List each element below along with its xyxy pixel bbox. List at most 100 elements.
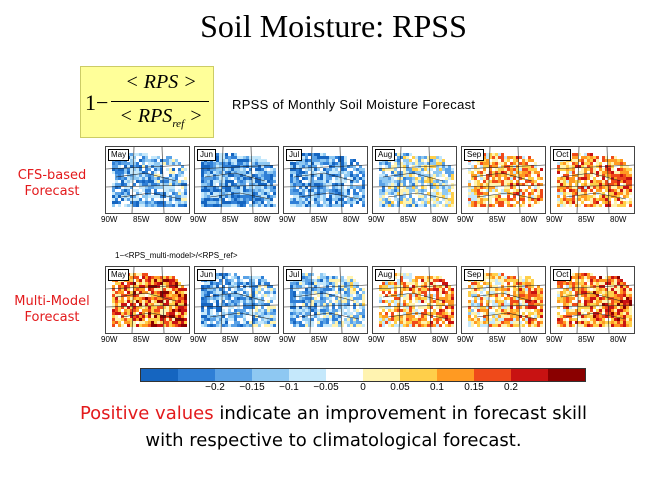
colorbar-swatch — [252, 369, 289, 381]
map-panel: Sep — [461, 146, 546, 214]
longitude-label: 80W — [165, 335, 182, 344]
rpss-formula: 1− < RPS > < RPSref > — [80, 66, 214, 138]
colorbar-swatch — [548, 369, 585, 381]
map-svg — [195, 267, 278, 333]
colorbar-tick-label: −0.05 — [313, 382, 339, 393]
colorbar-swatch — [178, 369, 215, 381]
colorbar-tick-label: 0 — [360, 382, 366, 393]
month-label: May — [108, 149, 130, 161]
map-panel: Jun — [194, 146, 279, 214]
month-label: Oct — [553, 269, 572, 281]
longitude-label: 80W — [343, 335, 360, 344]
longitude-label: 80W — [254, 335, 271, 344]
footer-line2: with respective to climatological foreca… — [145, 430, 522, 451]
map-panel: Jun — [194, 266, 279, 334]
longitude-label: 90W — [101, 215, 118, 224]
longitude-label: 85W — [578, 335, 595, 344]
colorbar-tick-label: −0.15 — [239, 382, 265, 393]
colorbar-tick-label: 0.2 — [504, 382, 518, 393]
month-label: Jun — [197, 149, 216, 161]
map-panel: Jul — [283, 146, 368, 214]
figure-subtitle: RPSS of Monthly Soil Moisture Forecast — [232, 97, 476, 112]
longitude-label: 85W — [133, 335, 150, 344]
longitude-label: 90W — [101, 335, 118, 344]
map-svg — [373, 147, 456, 213]
longitude-label: 85W — [400, 335, 417, 344]
longitude-label: 80W — [610, 335, 627, 344]
longitude-label: 80W — [432, 335, 449, 344]
footer-note: Positive values indicate an improvement … — [0, 400, 667, 454]
colorbar — [140, 368, 586, 382]
month-label: Sep — [464, 149, 485, 161]
footer-highlight: Positive values — [79, 403, 214, 424]
longitude-label: 80W — [610, 215, 627, 224]
longitude-label: 85W — [311, 215, 328, 224]
longitude-label: 85W — [578, 215, 595, 224]
longitude-label: 80W — [521, 335, 538, 344]
colorbar-swatch — [437, 369, 474, 381]
map-panel: Sep — [461, 266, 546, 334]
longitude-label: 90W — [368, 215, 385, 224]
longitude-label: 85W — [311, 335, 328, 344]
colorbar-swatch — [400, 369, 437, 381]
month-label: May — [108, 269, 130, 281]
month-label: Aug — [375, 149, 396, 161]
formula-numerator: < RPS > — [125, 71, 197, 93]
month-label: Jul — [286, 149, 303, 161]
colorbar-tick-label: −0.1 — [279, 382, 299, 393]
longitude-label: 80W — [343, 215, 360, 224]
longitude-label: 90W — [190, 335, 207, 344]
map-panel: May — [105, 146, 190, 214]
longitude-label: 90W — [546, 215, 563, 224]
slide-title: Soil Moisture: RPSS — [200, 8, 467, 44]
longitude-label: 85W — [222, 335, 239, 344]
multi-model-formula-label: 1−<RPS_multi-model>/<RPS_ref> — [115, 251, 238, 260]
map-svg — [106, 147, 189, 213]
longitude-label: 80W — [254, 215, 271, 224]
longitude-label: 90W — [457, 335, 474, 344]
month-label: Jul — [286, 269, 303, 281]
month-label: Aug — [375, 269, 396, 281]
map-panel: Oct — [550, 266, 635, 334]
longitude-label: 85W — [133, 215, 150, 224]
map-panel: May — [105, 266, 190, 334]
month-label: Oct — [553, 149, 572, 161]
map-panel: Jul — [283, 266, 368, 334]
colorbar-swatch — [289, 369, 326, 381]
longitude-label: 90W — [190, 215, 207, 224]
row-label-cfs: CFS-based Forecast — [17, 168, 87, 199]
longitude-label: 85W — [400, 215, 417, 224]
colorbar-tick-label: 0.15 — [464, 382, 484, 393]
colorbar-swatch — [511, 369, 548, 381]
formula-one-minus: 1− — [85, 90, 109, 115]
longitude-label: 80W — [432, 215, 449, 224]
row-label-multi-model: Multi-Model Forecast — [14, 294, 90, 325]
colorbar-tick-label: −0.2 — [205, 382, 225, 393]
colorbar-swatch — [474, 369, 511, 381]
longitude-label: 90W — [457, 215, 474, 224]
colorbar-tick-label: 0.1 — [430, 382, 444, 393]
formula-fraction-bar — [111, 101, 209, 102]
longitude-label: 80W — [165, 215, 182, 224]
longitude-label: 90W — [279, 215, 296, 224]
month-label: Jun — [197, 269, 216, 281]
longitude-label: 85W — [489, 215, 506, 224]
month-label: Sep — [464, 269, 485, 281]
colorbar-swatch — [141, 369, 178, 381]
longitude-label: 90W — [279, 335, 296, 344]
map-svg — [462, 147, 545, 213]
colorbar-swatch — [215, 369, 252, 381]
map-panel: Aug — [372, 146, 457, 214]
map-svg — [373, 267, 456, 333]
map-panel: Oct — [550, 146, 635, 214]
longitude-label: 80W — [521, 215, 538, 224]
colorbar-swatch — [326, 369, 363, 381]
colorbar-swatch — [363, 369, 400, 381]
formula-denominator: < RPSref > — [119, 105, 203, 130]
map-panel: Aug — [372, 266, 457, 334]
longitude-label: 85W — [222, 215, 239, 224]
colorbar-tick-label: 0.05 — [390, 382, 410, 393]
longitude-label: 85W — [489, 335, 506, 344]
footer-line1: indicate an improvement in forecast skil… — [213, 403, 588, 424]
longitude-label: 90W — [368, 335, 385, 344]
